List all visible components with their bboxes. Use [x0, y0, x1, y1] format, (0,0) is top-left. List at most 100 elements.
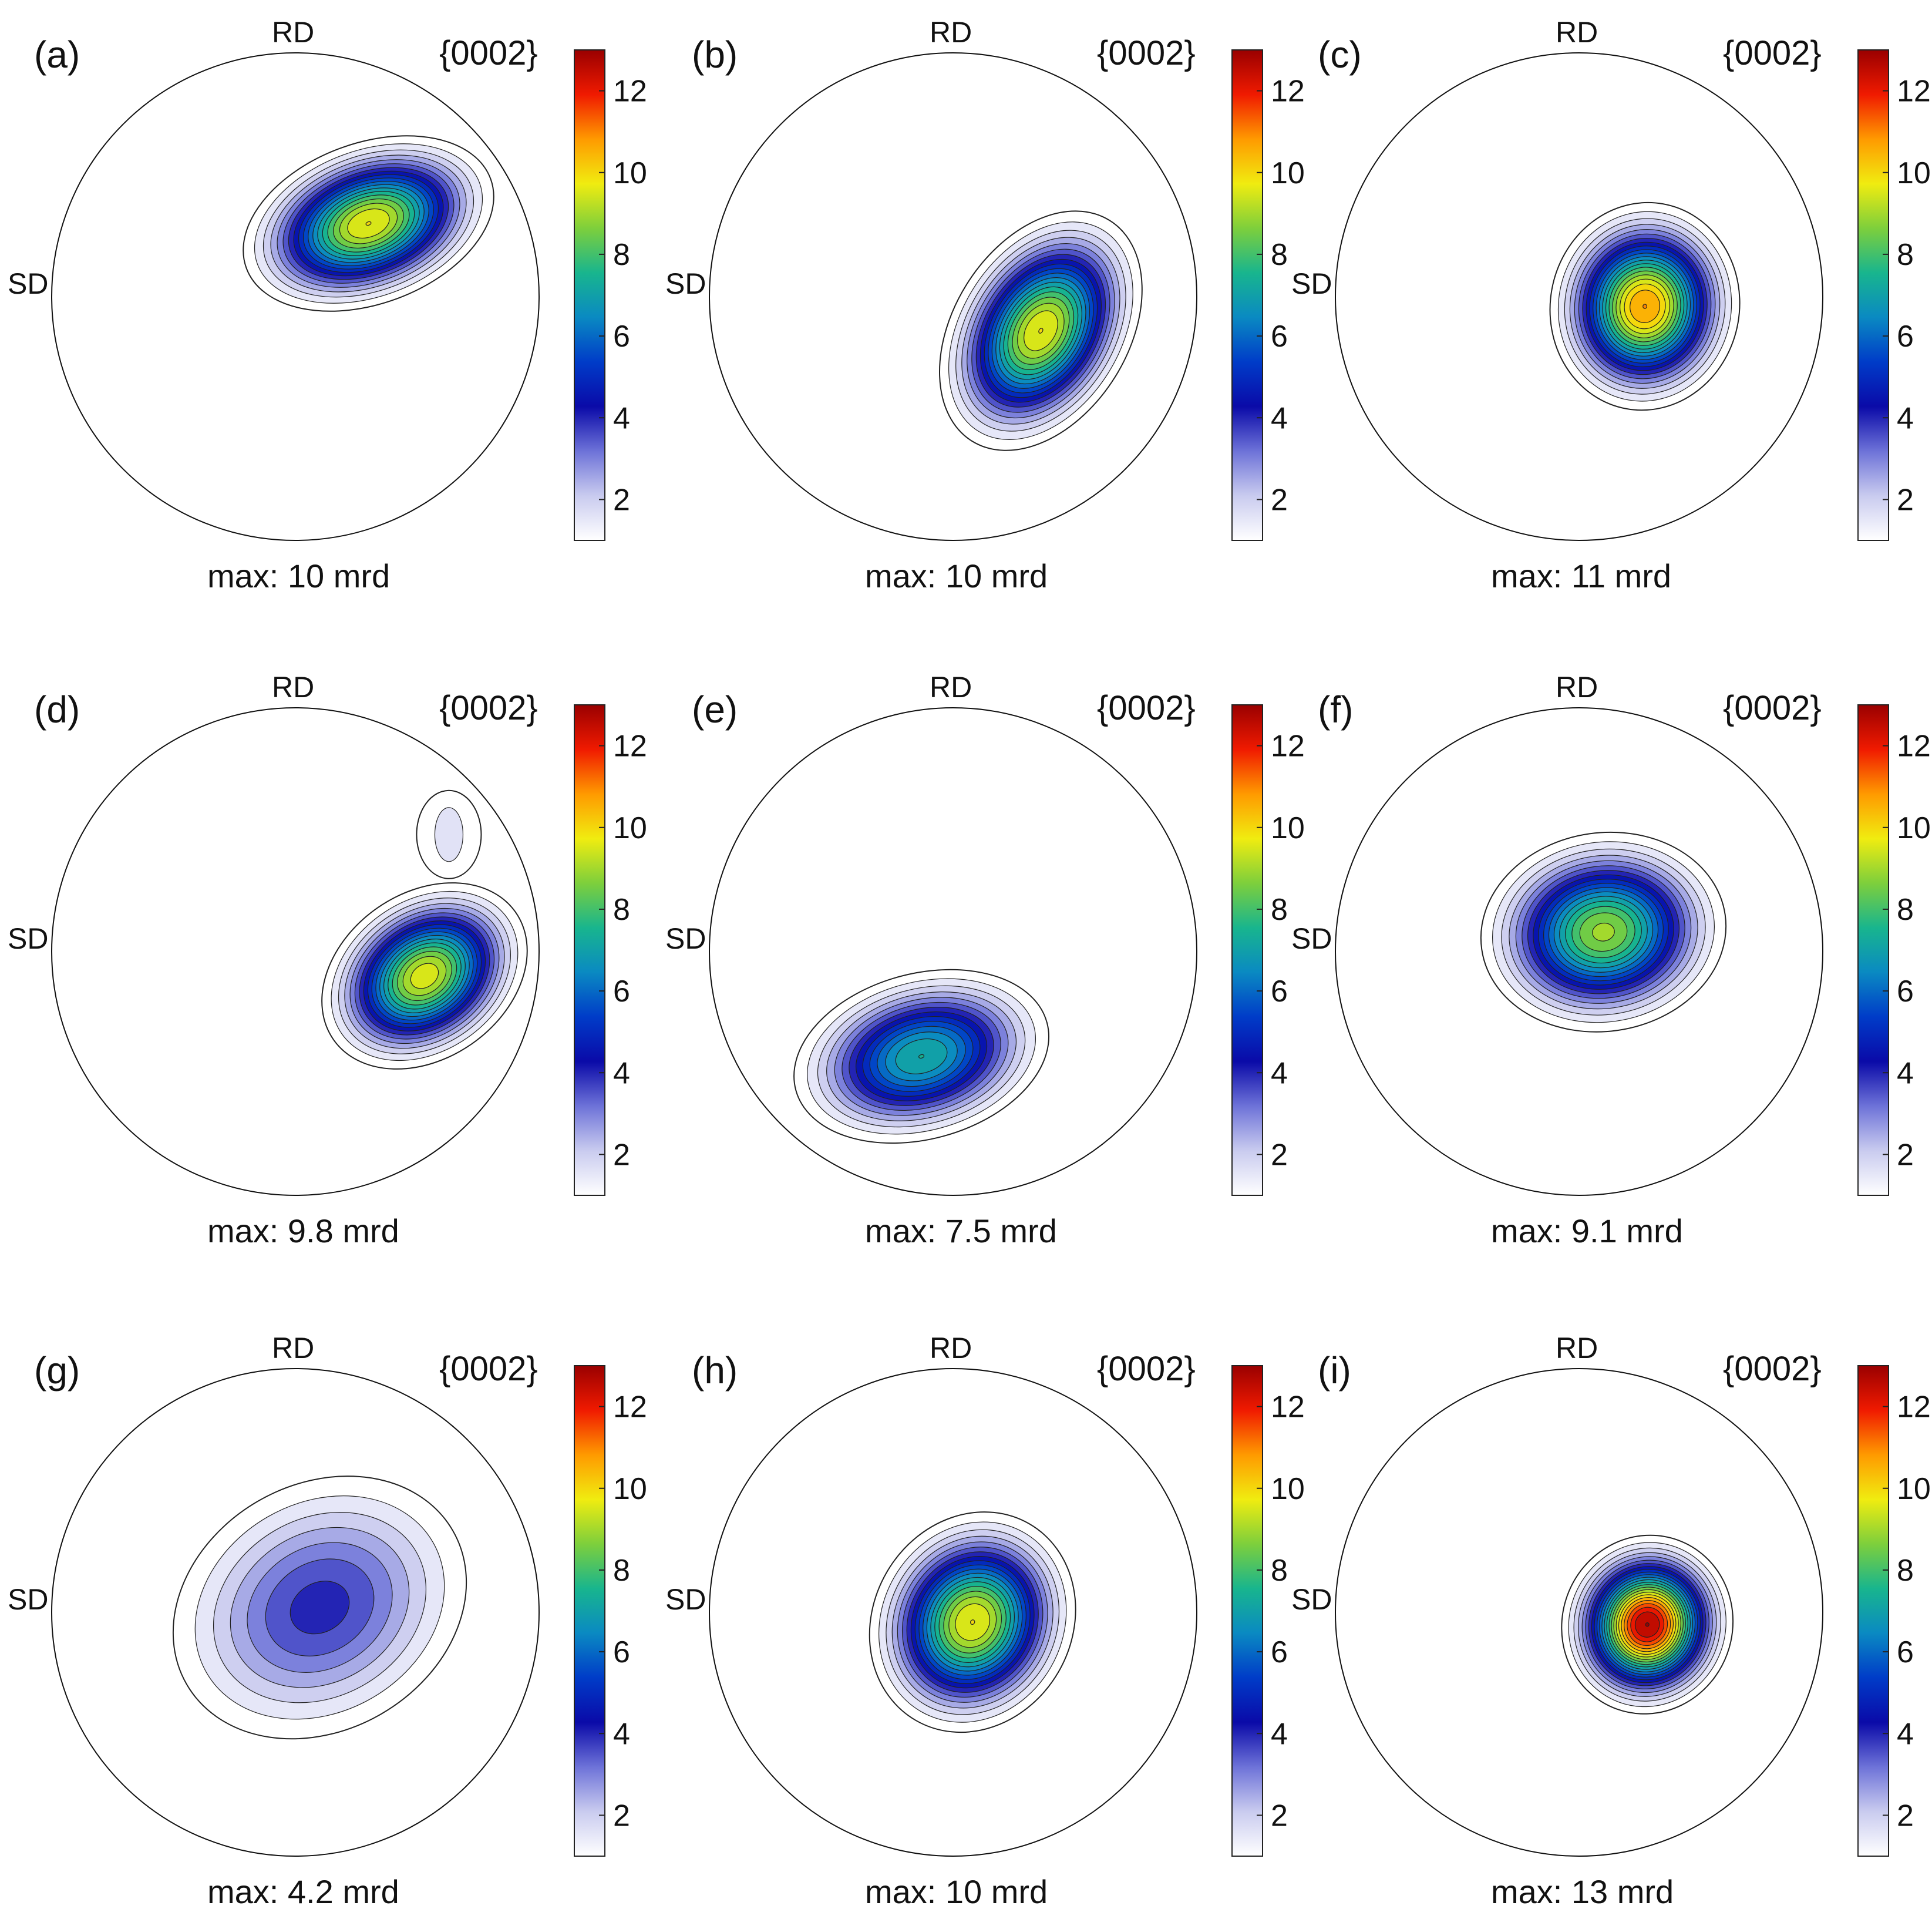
- pole-figure-circle: [709, 1368, 1197, 1857]
- rd-axis-label: RD: [1556, 16, 1598, 49]
- density-contours: [243, 135, 494, 312]
- max-density-label: max: 9.1 mrd: [1491, 1212, 1683, 1249]
- colorbar-tick-label: 12: [1897, 1390, 1931, 1424]
- colorbar-tick-label: 2: [1897, 1138, 1914, 1172]
- rd-axis-label: RD: [272, 671, 314, 704]
- max-density-label: max: 10 mrd: [865, 1873, 1048, 1909]
- pole-figure-panel: (i) RD SD {0002} max: 13 mrd 2 4 6 8 10 12: [1291, 1332, 1931, 1909]
- panel-label: (c): [1318, 33, 1362, 76]
- colorbar-tick-label: 4: [1897, 401, 1914, 435]
- colorbar-tick-label: 6: [1897, 974, 1914, 1009]
- colorbar-tick-label: 6: [613, 320, 630, 354]
- density-contours: [321, 789, 528, 1070]
- colorbar-tick-label: 2: [1897, 483, 1914, 517]
- colorbar-tick-label: 8: [613, 1554, 630, 1588]
- colorbar-tick-label: 6: [1897, 320, 1914, 354]
- colorbar-tick-label: 4: [1271, 1717, 1288, 1751]
- pole-figure-panel: (d) RD SD {0002} max: 9.8 mrd 2 4 6 8 10 12: [8, 671, 647, 1249]
- colorbar-tick-label: 8: [1897, 893, 1914, 927]
- colorbar: [1857, 1365, 1889, 1857]
- colorbar-tick-label: 4: [1271, 401, 1288, 435]
- colorbar-tick-label: 6: [613, 974, 630, 1009]
- sd-axis-label: SD: [665, 267, 706, 300]
- rd-axis-label: RD: [1556, 1332, 1598, 1364]
- colorbar: [1231, 1365, 1263, 1857]
- pole-figure-panel: (f) RD SD {0002} max: 9.1 mrd 2 4 6 8 10 12: [1291, 671, 1931, 1249]
- pole-figure-circle: [51, 707, 540, 1196]
- colorbar-tick-label: 10: [1897, 1472, 1931, 1506]
- colorbar-tick-label: 12: [1897, 730, 1931, 764]
- rd-axis-label: RD: [272, 16, 314, 49]
- sd-axis-label: SD: [8, 922, 48, 955]
- colorbar: [1231, 49, 1263, 541]
- contour-level: [1645, 1622, 1650, 1627]
- pole-figure-circle: [51, 1368, 540, 1857]
- pole-figure-plane: {0002}: [439, 34, 538, 72]
- colorbar-tick-label: 2: [1897, 1799, 1914, 1833]
- pole-figure-circle: [51, 52, 540, 541]
- max-density-label: max: 13 mrd: [1491, 1873, 1674, 1909]
- pole-figure-circle: [1335, 1368, 1823, 1857]
- colorbar: [1857, 49, 1889, 541]
- max-density-label: max: 10 mrd: [207, 557, 390, 594]
- colorbar-tick-label: 10: [1271, 1472, 1305, 1506]
- panel-label: (f): [1318, 688, 1353, 731]
- colorbar-tick-label: 4: [1897, 1717, 1914, 1751]
- colorbar-tick-label: 10: [1271, 811, 1305, 845]
- colorbar-tick-label: 10: [613, 156, 647, 190]
- density-contours: [172, 1476, 467, 1740]
- panel-label: (b): [692, 33, 738, 76]
- colorbar-tick-label: 6: [1271, 320, 1288, 354]
- rd-axis-label: RD: [930, 671, 972, 704]
- colorbar-tick-label: 2: [1271, 483, 1288, 517]
- colorbar-tick-label: 10: [1897, 156, 1931, 190]
- colorbar-tick-label: 8: [1897, 1554, 1914, 1588]
- colorbar-tick-label: 12: [613, 730, 647, 764]
- colorbar-tick-label: 10: [1271, 156, 1305, 190]
- pole-figure-plane: {0002}: [439, 1350, 538, 1388]
- max-density-label: max: 4.2 mrd: [207, 1873, 399, 1909]
- sd-axis-label: SD: [1291, 922, 1332, 955]
- sd-axis-label: SD: [8, 1583, 48, 1616]
- colorbar: [574, 704, 605, 1196]
- panel-label: (h): [692, 1349, 738, 1392]
- colorbar-tick-label: 12: [1271, 730, 1305, 764]
- contour-level: [970, 1619, 975, 1625]
- pole-figure-plane: {0002}: [1097, 1350, 1196, 1388]
- colorbar-tick-label: 4: [613, 1056, 630, 1090]
- pole-figure-circle: [709, 52, 1197, 541]
- colorbar-tick-label: 8: [1271, 238, 1288, 272]
- max-density-label: max: 11 mrd: [1491, 557, 1671, 594]
- rd-axis-label: RD: [930, 16, 972, 49]
- sd-axis-label: SD: [665, 922, 706, 955]
- max-density-label: max: 7.5 mrd: [865, 1212, 1057, 1249]
- density-contours: [1480, 831, 1727, 1033]
- contour-level: [1642, 304, 1647, 309]
- colorbar-tick-label: 6: [1271, 1635, 1288, 1669]
- colorbar-tick-label: 12: [1897, 75, 1931, 109]
- contour-level: [918, 1054, 925, 1059]
- colorbar: [574, 1365, 605, 1857]
- pole-figure-plane: {0002}: [439, 689, 538, 727]
- sd-axis-label: SD: [8, 267, 48, 300]
- contour-level: [1592, 922, 1615, 942]
- contour-level: [1038, 328, 1044, 334]
- colorbar-tick-label: 12: [613, 1390, 647, 1424]
- colorbar-tick-label: 8: [613, 893, 630, 927]
- colorbar-tick-label: 4: [1897, 1056, 1914, 1090]
- colorbar-tick-label: 6: [1271, 974, 1288, 1009]
- colorbar-tick-label: 12: [613, 75, 647, 109]
- colorbar-tick-label: 12: [1271, 1390, 1305, 1424]
- colorbar: [1231, 704, 1263, 1196]
- contour-level: [290, 1581, 350, 1635]
- colorbar-tick-label: 6: [1897, 1635, 1914, 1669]
- max-density-label: max: 10 mrd: [865, 557, 1048, 594]
- colorbar-tick-label: 10: [1897, 811, 1931, 845]
- colorbar-tick-label: 4: [613, 1717, 630, 1751]
- pole-figure-panel: (b) RD SD {0002} max: 10 mrd 2 4 6 8 10 12: [665, 16, 1305, 594]
- colorbar-tick-label: 12: [1271, 75, 1305, 109]
- sd-axis-label: SD: [1291, 267, 1332, 300]
- panel-label: (i): [1318, 1349, 1351, 1392]
- density-contours: [793, 969, 1049, 1144]
